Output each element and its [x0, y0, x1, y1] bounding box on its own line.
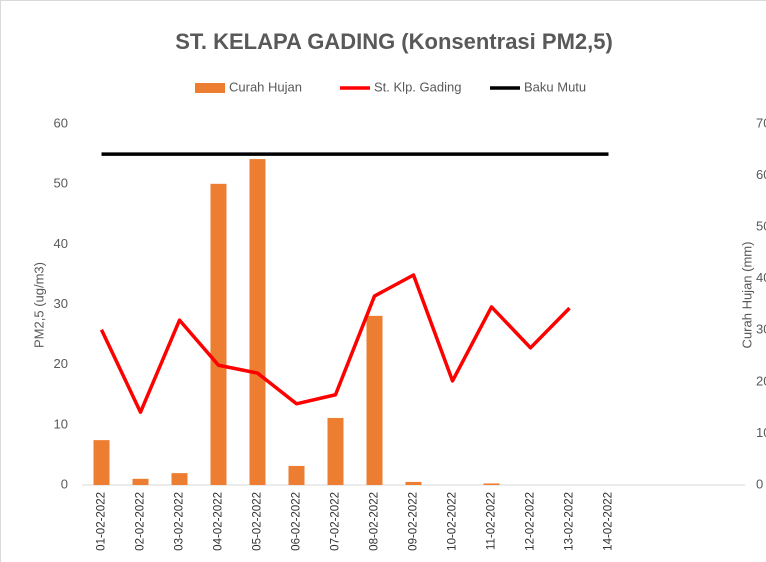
y-tick-label: 10 — [54, 416, 68, 431]
bar — [405, 481, 422, 485]
y2-tick-label: 0 — [756, 476, 763, 491]
x-tick-label: 01-02-2022 — [96, 492, 108, 551]
x-tick-label: 14-02-2022 — [603, 492, 615, 551]
y2-axis-title: Curah Hujan (mm) — [739, 242, 754, 349]
legend-label: St. Klp. Gading — [374, 79, 461, 94]
y-tick-label: 0 — [61, 476, 68, 491]
x-tick-label: 02-02-2022 — [135, 492, 147, 551]
x-tick-label: 04-02-2022 — [213, 492, 225, 551]
bar — [327, 417, 344, 485]
x-tick-label: 12-02-2022 — [525, 492, 537, 551]
x-tick-label: 07-02-2022 — [330, 492, 342, 551]
bar — [249, 159, 266, 485]
y2-tick-label: 70 — [756, 115, 766, 130]
y-tick-label: 20 — [54, 356, 68, 371]
bar — [210, 183, 227, 485]
bar — [171, 473, 188, 485]
legend-swatch — [195, 83, 225, 93]
x-tick-label: 08-02-2022 — [369, 492, 381, 551]
chart-title: ST. KELAPA GADING (Konsentrasi PM2,5) — [175, 29, 613, 54]
y-tick-label: 60 — [54, 115, 68, 130]
bar — [483, 483, 500, 485]
legend-label: Curah Hujan — [229, 79, 302, 94]
bar — [288, 465, 305, 485]
x-tick-label: 13-02-2022 — [564, 492, 576, 551]
legend-label: Baku Mutu — [524, 79, 586, 94]
y2-tick-label: 30 — [756, 322, 766, 337]
bar — [93, 440, 110, 485]
bar — [132, 478, 149, 485]
x-tick-label: 10-02-2022 — [447, 492, 459, 551]
x-tick-label: 09-02-2022 — [408, 492, 420, 551]
y-axis-title: PM2,5 (ug/m3) — [31, 262, 46, 348]
x-tick-label: 05-02-2022 — [252, 492, 264, 551]
y-tick-label: 40 — [54, 236, 68, 251]
x-tick-label: 03-02-2022 — [174, 492, 186, 551]
line — [99, 273, 571, 414]
y2-tick-label: 50 — [756, 219, 766, 234]
y2-tick-label: 40 — [756, 270, 766, 285]
y-tick-label: 30 — [54, 296, 68, 311]
y-tick-label: 50 — [54, 176, 68, 191]
x-tick-label: 11-02-2022 — [486, 492, 498, 550]
y2-tick-label: 10 — [756, 425, 766, 440]
x-tick-label: 06-02-2022 — [291, 492, 303, 551]
bar — [366, 315, 383, 485]
y2-tick-label: 60 — [756, 167, 766, 182]
y2-tick-label: 20 — [756, 373, 766, 388]
